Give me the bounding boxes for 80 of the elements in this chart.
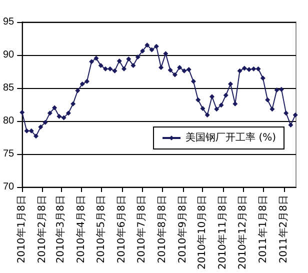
point xyxy=(186,67,192,72)
point xyxy=(246,67,252,72)
legend-label: 美国钢厂开工率 (%) xyxy=(186,132,276,144)
point xyxy=(56,114,62,119)
point xyxy=(116,58,122,64)
y-tick-label: 80 xyxy=(3,116,15,126)
point xyxy=(20,110,25,115)
point xyxy=(251,66,256,72)
x-tick-label: 2010年4月8日 xyxy=(75,195,88,264)
point xyxy=(172,72,178,78)
point xyxy=(61,115,66,120)
point xyxy=(228,82,234,87)
point xyxy=(256,66,261,72)
point xyxy=(98,63,104,68)
point xyxy=(200,106,206,111)
point xyxy=(223,92,228,98)
point xyxy=(38,124,44,130)
point xyxy=(122,66,126,72)
point xyxy=(209,94,214,100)
point xyxy=(182,68,187,74)
point xyxy=(66,110,71,116)
point xyxy=(84,78,90,84)
x-tick-label: 2010年7月8日 xyxy=(135,195,148,264)
point xyxy=(218,102,224,108)
point xyxy=(158,65,164,70)
point xyxy=(28,128,34,134)
point xyxy=(237,68,242,74)
point xyxy=(102,66,108,72)
point xyxy=(270,106,275,112)
x-tick-label: 2011年2月8日 xyxy=(278,195,290,264)
point xyxy=(52,105,58,110)
point xyxy=(108,66,113,72)
point xyxy=(284,110,289,116)
point xyxy=(126,56,132,62)
point xyxy=(34,134,39,139)
point xyxy=(242,66,247,71)
y-tick-label: 85 xyxy=(3,82,15,94)
point xyxy=(89,59,94,64)
x-tick-label: 2010年11月8日 xyxy=(216,195,229,270)
y-tick-label: 70 xyxy=(3,182,15,192)
point xyxy=(112,68,118,74)
x-tick-label: 2010年1月8日 xyxy=(16,195,28,264)
y-tick-label: 95 xyxy=(3,16,15,28)
point xyxy=(278,86,284,92)
point xyxy=(47,110,52,116)
point xyxy=(144,42,150,48)
point xyxy=(274,87,280,92)
point xyxy=(149,47,154,52)
y-tick-label: 75 xyxy=(3,148,15,160)
x-tick-label: 2010年12月8日 xyxy=(236,195,249,270)
point xyxy=(75,88,80,94)
point xyxy=(196,97,201,102)
point xyxy=(130,63,136,68)
point xyxy=(177,65,182,70)
point xyxy=(154,44,159,49)
point xyxy=(135,54,140,60)
y-tick-label: 90 xyxy=(3,50,15,60)
point xyxy=(140,48,146,54)
point xyxy=(260,76,266,81)
point xyxy=(42,120,48,125)
point xyxy=(94,56,99,61)
point xyxy=(214,106,220,112)
point xyxy=(292,112,298,118)
x-tick-label: 2010年5月8日 xyxy=(95,195,108,264)
point xyxy=(190,78,196,84)
point xyxy=(288,122,294,128)
x-tick-label: 2010年8月8日 xyxy=(156,195,168,264)
x-tick-label: 2010年2月8日 xyxy=(36,195,48,264)
point xyxy=(168,68,173,73)
x-tick-label: 2010年6月8日 xyxy=(116,195,128,264)
x-tick-label: 2011年1月8日 xyxy=(257,195,270,264)
point xyxy=(24,128,30,134)
point xyxy=(163,51,168,56)
point xyxy=(70,101,76,106)
x-tick-label: 2010年9月8日 xyxy=(176,195,188,264)
point xyxy=(204,112,210,118)
point xyxy=(80,82,85,87)
point xyxy=(265,97,270,102)
x-tick-label: 2010年3月8日 xyxy=(54,195,67,264)
x-tick-label: 2010年10月8日 xyxy=(196,195,208,270)
